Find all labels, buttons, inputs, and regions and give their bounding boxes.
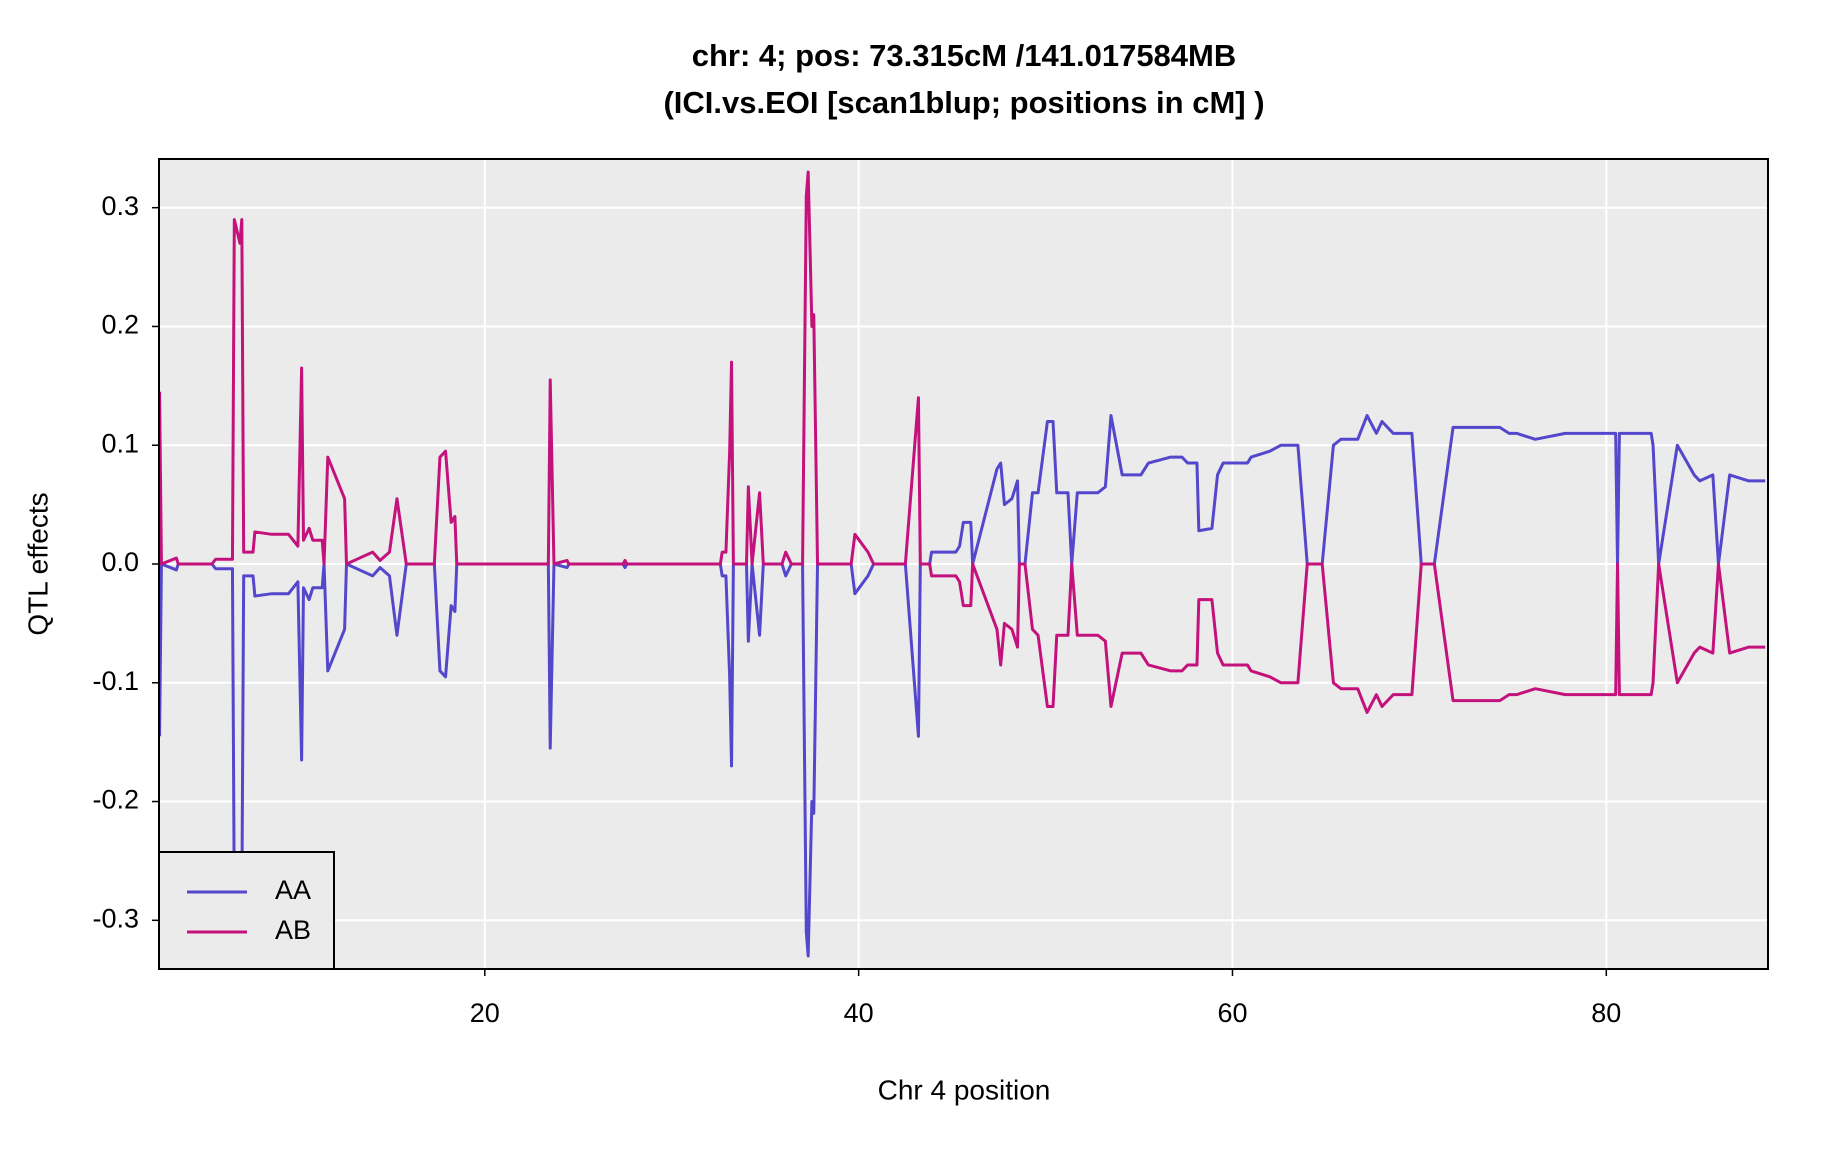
y-tick-label: -0.2 <box>92 785 139 815</box>
x-tick-label: 20 <box>470 998 500 1028</box>
y-tick-label: 0.1 <box>101 428 139 458</box>
y-tick-label: 0.3 <box>101 191 139 221</box>
chart-subtitle: (ICI.vs.EOI [scan1blup; positions in cM]… <box>663 85 1264 120</box>
legend: AA AB <box>158 851 335 970</box>
x-tick-label: 60 <box>1217 998 1247 1028</box>
y-tick-label: -0.3 <box>92 903 139 933</box>
series-line <box>159 170 1766 714</box>
chart-title: chr: 4; pos: 73.315cM /141.017584MB <box>692 38 1237 73</box>
x-tick-label: 80 <box>1591 998 1621 1028</box>
lines <box>159 170 1766 958</box>
y-tick-label: 0.0 <box>101 547 139 577</box>
x-tick-label: 40 <box>844 998 874 1028</box>
legend-label: AA <box>275 875 311 905</box>
legend-box <box>158 851 335 970</box>
y-tick-label: -0.1 <box>92 666 139 696</box>
x-axis-label: Chr 4 position <box>878 1074 1051 1105</box>
y-tick-label: 0.2 <box>101 310 139 340</box>
y-axis-label: QTL effects <box>22 492 53 635</box>
legend-label: AB <box>275 915 311 945</box>
labels: 20 40 60 80 -0.3 -0.2 -0.1 0.0 0.1 0.2 0.3 <box>92 191 1621 1028</box>
